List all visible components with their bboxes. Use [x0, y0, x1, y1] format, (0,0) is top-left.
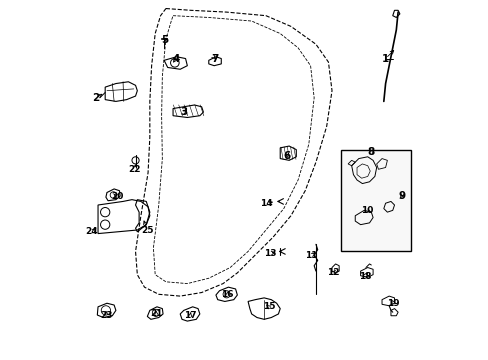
Text: 20: 20 — [111, 192, 123, 201]
Text: 12: 12 — [326, 268, 339, 277]
Text: 23: 23 — [100, 311, 112, 320]
Text: 8: 8 — [367, 147, 374, 157]
Text: 25: 25 — [141, 225, 153, 234]
Text: 10: 10 — [360, 206, 372, 215]
Text: 9: 9 — [397, 191, 405, 201]
Text: 3: 3 — [180, 107, 187, 117]
Text: 6: 6 — [283, 151, 290, 161]
Bar — [340, 150, 410, 251]
Text: 11: 11 — [305, 251, 317, 260]
Text: 5: 5 — [161, 35, 168, 45]
Text: 24: 24 — [85, 227, 98, 236]
Text: 18: 18 — [358, 272, 371, 281]
Text: 17: 17 — [183, 311, 196, 320]
Text: 19: 19 — [386, 299, 399, 308]
Text: 1: 1 — [381, 54, 388, 64]
Text: 21: 21 — [150, 310, 162, 319]
Text: 16: 16 — [221, 290, 233, 299]
Text: 2: 2 — [92, 93, 99, 103]
Text: 13: 13 — [264, 249, 276, 258]
Text: 7: 7 — [211, 54, 219, 64]
Text: 22: 22 — [128, 165, 141, 174]
Text: 14: 14 — [260, 199, 272, 208]
Text: 15: 15 — [262, 302, 274, 311]
Text: 4: 4 — [172, 54, 179, 64]
